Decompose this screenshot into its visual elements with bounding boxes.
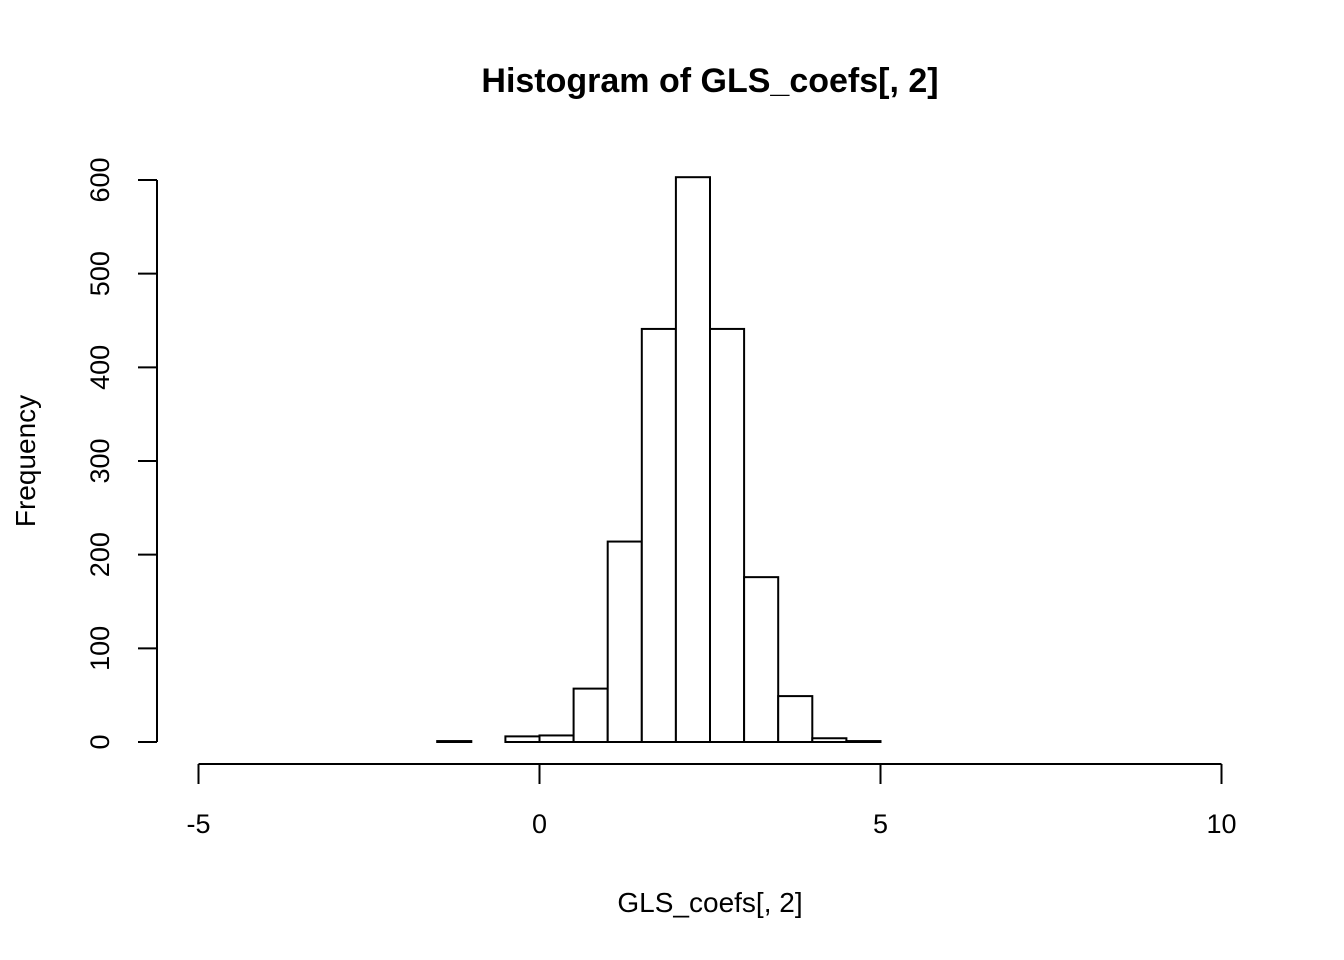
x-tick-label: -5 bbox=[186, 809, 210, 839]
histogram-bar bbox=[777, 695, 814, 743]
histogram-bar bbox=[572, 687, 609, 743]
histogram-bar bbox=[640, 327, 677, 743]
histogram-bar bbox=[811, 737, 848, 744]
y-tick-label: 600 bbox=[85, 157, 115, 202]
histogram-bar bbox=[845, 740, 882, 744]
histogram-bar bbox=[743, 576, 780, 743]
chart-title: Histogram of GLS_coefs[, 2] bbox=[481, 62, 938, 100]
histogram-bar bbox=[538, 734, 575, 744]
histogram-bar bbox=[709, 327, 746, 743]
y-tick-label: 400 bbox=[85, 345, 115, 390]
histogram-bars bbox=[436, 176, 882, 744]
x-tick-label: 0 bbox=[532, 809, 547, 839]
y-axis-label: Frequency bbox=[10, 395, 41, 527]
x-tick-label: 5 bbox=[873, 809, 888, 839]
y-axis: 0 100 200 300 400 500 600 bbox=[85, 157, 158, 750]
x-axis-label: GLS_coefs[, 2] bbox=[617, 887, 802, 918]
x-tick-label: 10 bbox=[1206, 809, 1236, 839]
y-tick-label: 100 bbox=[85, 626, 115, 671]
histogram-bar bbox=[674, 176, 712, 743]
y-tick-label: 0 bbox=[85, 734, 115, 749]
histogram-bar bbox=[606, 540, 643, 744]
x-axis: -5 0 5 10 bbox=[186, 763, 1237, 839]
y-tick-label: 500 bbox=[85, 251, 115, 296]
histogram-bar bbox=[504, 735, 541, 744]
y-tick-label: 200 bbox=[85, 532, 115, 577]
y-tick-label: 300 bbox=[85, 438, 115, 483]
histogram-bar bbox=[436, 740, 473, 744]
